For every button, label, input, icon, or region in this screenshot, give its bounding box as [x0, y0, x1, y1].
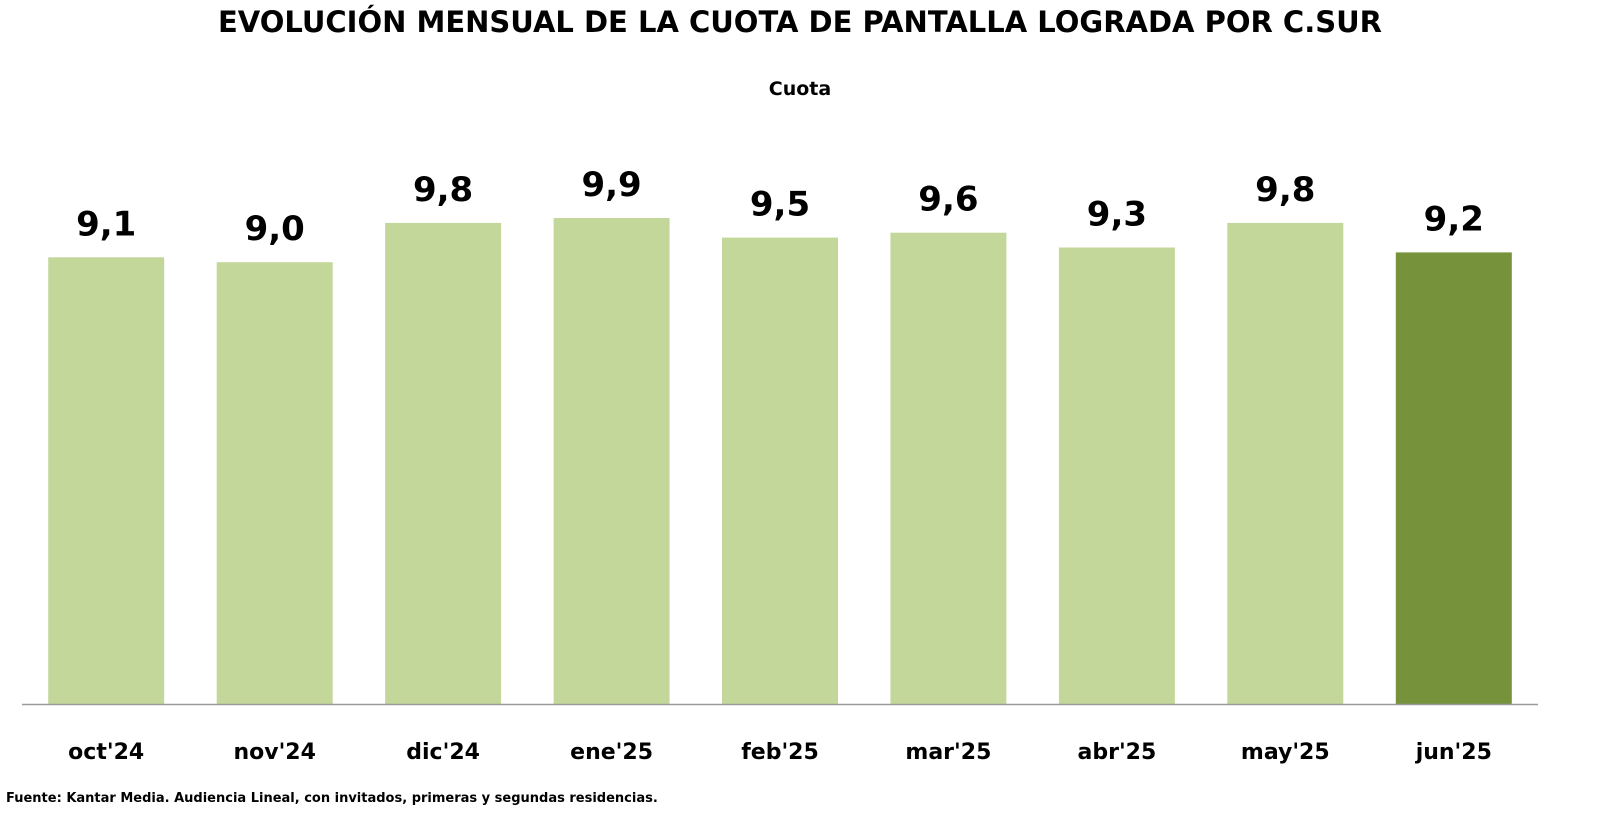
bar-feb25 — [722, 237, 838, 704]
chart-title: EVOLUCIÓN MENSUAL DE LA CUOTA DE PANTALL… — [218, 5, 1382, 39]
x-tick-label-dic24: dic'24 — [406, 740, 480, 765]
bar-dic24 — [385, 222, 502, 704]
x-tick-label-abr25: abr'25 — [1078, 740, 1157, 765]
bar-nov24 — [216, 262, 333, 704]
x-tick-label-oct24: oct'24 — [68, 740, 144, 765]
x-tick-label-feb25: feb'25 — [741, 740, 819, 765]
bar-ene25 — [553, 218, 670, 704]
bar-value-label-may25: 9,8 — [1255, 170, 1315, 210]
bar-value-label-nov24: 9,0 — [245, 209, 305, 249]
bar-may25 — [1227, 222, 1344, 704]
bar-value-label-feb25: 9,5 — [750, 185, 810, 225]
bar-value-label-mar25: 9,6 — [918, 180, 978, 220]
source-note: Fuente: Kantar Media. Audiencia Lineal, … — [6, 791, 658, 806]
x-tick-label-may25: may'25 — [1241, 740, 1330, 765]
bar-mar25 — [890, 232, 1007, 704]
chart-subtitle: Cuota — [768, 78, 832, 100]
x-tick-label-mar25: mar'25 — [905, 740, 991, 765]
bar-oct24 — [48, 257, 165, 704]
x-tick-label-jun25: jun'25 — [1415, 740, 1492, 765]
bar-value-label-ene25: 9,9 — [581, 165, 641, 205]
bar-jun25 — [1395, 252, 1512, 704]
x-tick-label-nov24: nov'24 — [233, 740, 315, 765]
bar-abr25 — [1058, 247, 1175, 704]
bar-value-label-jun25: 9,2 — [1424, 199, 1484, 239]
bar-value-label-abr25: 9,3 — [1087, 195, 1147, 235]
bar-value-label-oct24: 9,1 — [76, 204, 136, 244]
bar-value-label-dic24: 9,8 — [413, 170, 473, 210]
x-tick-label-ene25: ene'25 — [570, 740, 653, 765]
